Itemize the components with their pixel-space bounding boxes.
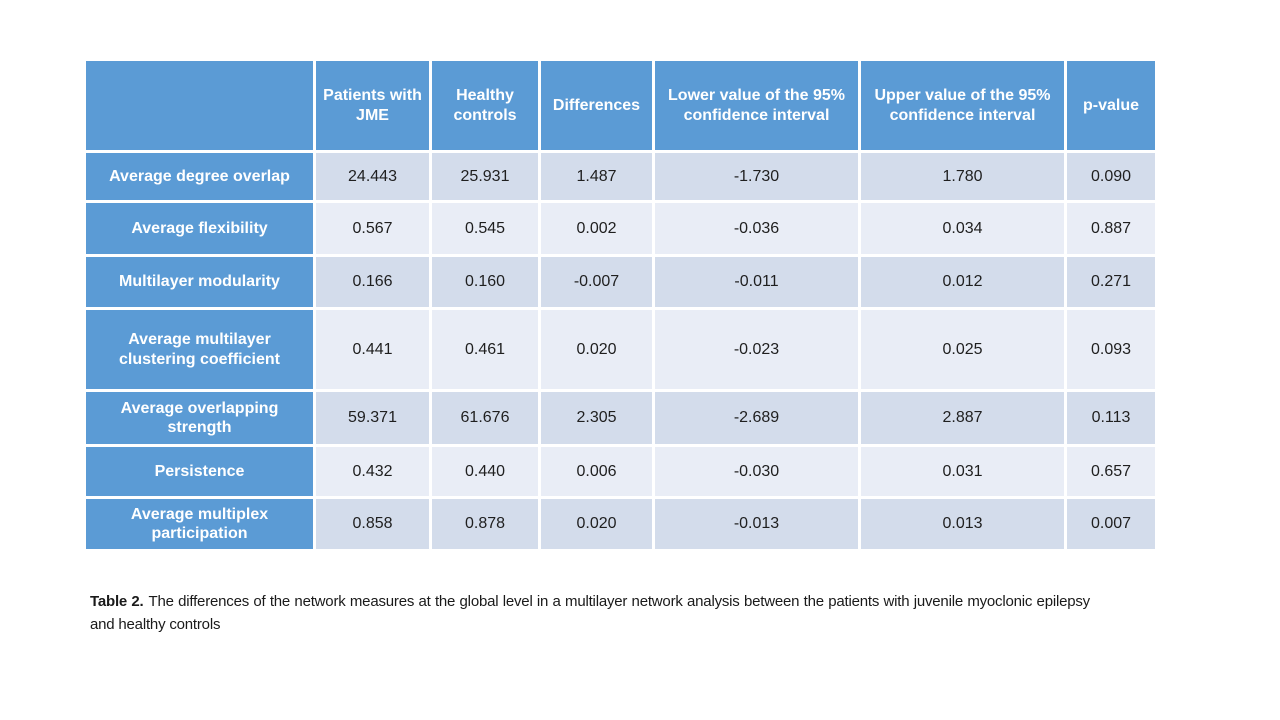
row-label: Average overlapping strength — [83, 389, 316, 447]
cell-patients-jme: 0.166 — [313, 254, 432, 310]
table-row-average-multilayer-clustering-coefficient: Average multilayer clustering coefficien… — [83, 307, 1158, 392]
cell-differences: 0.020 — [538, 496, 655, 552]
cell-differences: -0.007 — [538, 254, 655, 310]
table-header-row: Patients with JME Healthy controls Diffe… — [83, 58, 1158, 153]
cell-healthy-controls: 25.931 — [429, 150, 541, 203]
cell-patients-jme: 0.441 — [313, 307, 432, 392]
cell-differences: 0.002 — [538, 200, 655, 257]
row-label: Multilayer modularity — [83, 254, 316, 310]
cell-ci-upper: 0.034 — [858, 200, 1067, 257]
cell-ci-lower: -2.689 — [652, 389, 861, 447]
table-row-multilayer-modularity: Multilayer modularity 0.166 0.160 -0.007… — [83, 254, 1158, 310]
col-header-differences: Differences — [538, 58, 655, 153]
col-header-ci-lower: Lower value of the 95% confidence interv… — [652, 58, 861, 153]
cell-differences: 2.305 — [538, 389, 655, 447]
cell-pvalue: 0.657 — [1064, 444, 1158, 499]
corner-cell — [83, 58, 316, 153]
cell-healthy-controls: 0.545 — [429, 200, 541, 257]
col-header-pvalue: p-value — [1064, 58, 1158, 153]
table-caption: Table 2. The differences of the network m… — [90, 591, 1090, 636]
cell-ci-upper: 1.780 — [858, 150, 1067, 203]
col-header-patients-jme: Patients with JME — [313, 58, 432, 153]
cell-pvalue: 0.113 — [1064, 389, 1158, 447]
table-caption-label: Table 2. — [90, 593, 144, 610]
cell-differences: 0.020 — [538, 307, 655, 392]
row-label: Average degree overlap — [83, 150, 316, 203]
cell-ci-upper: 0.013 — [858, 496, 1067, 552]
cell-ci-lower: -0.023 — [652, 307, 861, 392]
cell-ci-lower: -1.730 — [652, 150, 861, 203]
col-header-healthy-controls: Healthy controls — [429, 58, 541, 153]
cell-differences: 1.487 — [538, 150, 655, 203]
cell-healthy-controls: 0.440 — [429, 444, 541, 499]
row-label: Persistence — [83, 444, 316, 499]
cell-patients-jme: 0.567 — [313, 200, 432, 257]
col-header-ci-upper: Upper value of the 95% confidence interv… — [858, 58, 1067, 153]
cell-ci-lower: -0.036 — [652, 200, 861, 257]
cell-patients-jme: 24.443 — [313, 150, 432, 203]
cell-pvalue: 0.093 — [1064, 307, 1158, 392]
row-label: Average multiplex participation — [83, 496, 316, 552]
table-row-persistence: Persistence 0.432 0.440 0.006 -0.030 0.0… — [83, 444, 1158, 499]
cell-healthy-controls: 0.461 — [429, 307, 541, 392]
table-row-average-degree-overlap: Average degree overlap 24.443 25.931 1.4… — [83, 150, 1158, 203]
cell-ci-lower: -0.011 — [652, 254, 861, 310]
row-label: Average flexibility — [83, 200, 316, 257]
cell-ci-upper: 0.031 — [858, 444, 1067, 499]
cell-ci-lower: -0.030 — [652, 444, 861, 499]
cell-differences: 0.006 — [538, 444, 655, 499]
cell-pvalue: 0.271 — [1064, 254, 1158, 310]
cell-pvalue: 0.887 — [1064, 200, 1158, 257]
cell-patients-jme: 59.371 — [313, 389, 432, 447]
cell-ci-upper: 0.012 — [858, 254, 1067, 310]
results-table: Patients with JME Healthy controls Diffe… — [83, 58, 1158, 552]
cell-pvalue: 0.007 — [1064, 496, 1158, 552]
table-row-average-multiplex-participation: Average multiplex participation 0.858 0.… — [83, 496, 1158, 552]
table-row-average-flexibility: Average flexibility 0.567 0.545 0.002 -0… — [83, 200, 1158, 257]
cell-healthy-controls: 61.676 — [429, 389, 541, 447]
row-label: Average multilayer clustering coefficien… — [83, 307, 316, 392]
cell-healthy-controls: 0.878 — [429, 496, 541, 552]
cell-ci-upper: 2.887 — [858, 389, 1067, 447]
cell-patients-jme: 0.858 — [313, 496, 432, 552]
cell-ci-upper: 0.025 — [858, 307, 1067, 392]
cell-pvalue: 0.090 — [1064, 150, 1158, 203]
table-caption-text: The differences of the network measures … — [90, 593, 1090, 633]
cell-healthy-controls: 0.160 — [429, 254, 541, 310]
cell-ci-lower: -0.013 — [652, 496, 861, 552]
cell-patients-jme: 0.432 — [313, 444, 432, 499]
table-row-average-overlapping-strength: Average overlapping strength 59.371 61.6… — [83, 389, 1158, 447]
